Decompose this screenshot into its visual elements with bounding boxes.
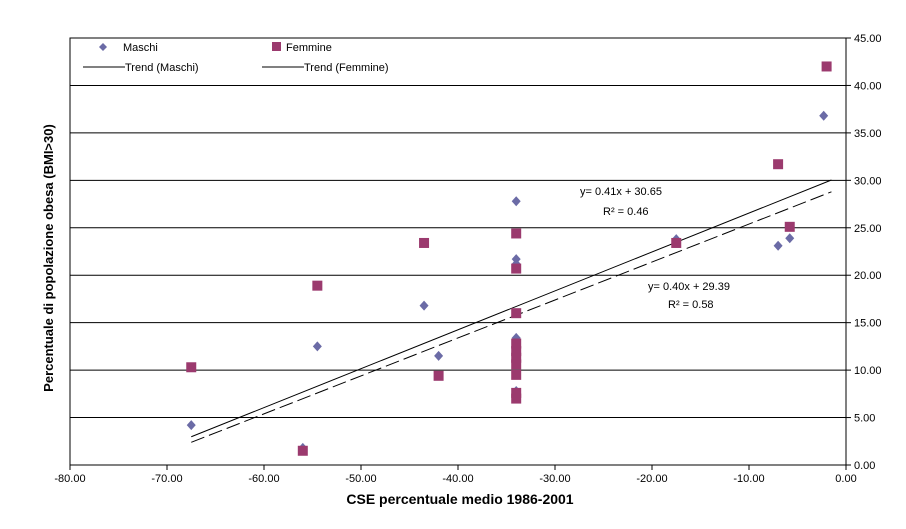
point-femmine bbox=[312, 280, 323, 291]
point-femmine bbox=[511, 359, 522, 370]
point-femmine bbox=[511, 393, 522, 404]
legend-trend-femmine-label: Trend (Femmine) bbox=[304, 62, 389, 74]
y-axis-title: Percentuale di popolazione obesa (BMI>30… bbox=[41, 124, 56, 392]
x-tick-label: -50.00 bbox=[345, 473, 376, 485]
point-femmine bbox=[671, 237, 682, 248]
y-tick-label: 15.00 bbox=[854, 318, 882, 330]
x-axis-ticks: -80.00 -70.00 -60.00 -50.00 -40.00 -30.00 -20.… bbox=[54, 465, 857, 485]
point-femmine bbox=[511, 387, 522, 398]
y-tick-label: 30.00 bbox=[854, 175, 882, 187]
y-axis-ticks: 0.00 5.00 10.00 15.00 20.00 25.00 30.00 35.00 40… bbox=[846, 33, 882, 472]
point-femmine bbox=[511, 228, 522, 239]
point-femmine bbox=[773, 159, 784, 170]
legend-femmine-marker bbox=[272, 42, 281, 51]
point-femmine bbox=[784, 221, 795, 232]
y-tick-label: 0.00 bbox=[854, 460, 875, 472]
data-points bbox=[186, 61, 832, 456]
point-femmine bbox=[511, 352, 522, 363]
y-tick-label: 45.00 bbox=[854, 33, 882, 45]
y-tick-label: 40.00 bbox=[854, 80, 882, 92]
point-femmine bbox=[511, 263, 522, 274]
point-femmine bbox=[297, 445, 308, 456]
point-maschi bbox=[312, 341, 322, 352]
point-femmine bbox=[511, 308, 522, 319]
trend-maschi-equation: y= 0.41x + 30.65 bbox=[580, 186, 662, 198]
point-maschi bbox=[819, 110, 829, 121]
point-maschi bbox=[186, 420, 196, 431]
point-femmine bbox=[821, 61, 832, 72]
point-femmine bbox=[433, 370, 444, 381]
y-tick-label: 5.00 bbox=[854, 413, 875, 425]
gridlines bbox=[70, 84, 846, 419]
point-femmine bbox=[511, 338, 522, 349]
y-tick-label: 25.00 bbox=[854, 223, 882, 235]
point-femmine bbox=[511, 346, 522, 357]
point-maschi bbox=[419, 300, 429, 311]
legend: Maschi Femmine Trend (Maschi) Trend (Fem… bbox=[83, 42, 389, 74]
point-femmine bbox=[186, 362, 197, 373]
y-tick-label: 20.00 bbox=[854, 270, 882, 282]
trend-maschi-r2: R² = 0.46 bbox=[603, 206, 649, 218]
point-maschi bbox=[511, 196, 521, 207]
x-tick-label: -60.00 bbox=[248, 473, 279, 485]
point-maschi bbox=[785, 233, 795, 244]
x-tick-label: -80.00 bbox=[54, 473, 85, 485]
plot-frame bbox=[69, 37, 847, 466]
y-tick-label: 35.00 bbox=[854, 128, 882, 140]
trend-femmine-r2: R² = 0.58 bbox=[668, 299, 714, 311]
x-axis-title: CSE percentuale medio 1986-2001 bbox=[346, 491, 573, 507]
x-tick-label: -70.00 bbox=[151, 473, 182, 485]
legend-femmine-label: Femmine bbox=[286, 42, 332, 54]
y-tick-label: 10.00 bbox=[854, 365, 882, 377]
point-femmine bbox=[511, 369, 522, 380]
legend-trend-maschi-label: Trend (Maschi) bbox=[125, 62, 199, 74]
trend-femmine-equation: y= 0.40x + 29.39 bbox=[648, 281, 730, 293]
x-tick-label: -20.00 bbox=[636, 473, 667, 485]
x-tick-label: 0.00 bbox=[835, 473, 856, 485]
x-tick-label: -30.00 bbox=[539, 473, 570, 485]
legend-maschi-marker bbox=[99, 43, 107, 51]
point-maschi bbox=[434, 350, 444, 361]
point-femmine bbox=[419, 237, 430, 248]
x-tick-label: -10.00 bbox=[733, 473, 764, 485]
point-maschi bbox=[773, 240, 783, 251]
legend-maschi-label: Maschi bbox=[123, 42, 158, 54]
x-tick-label: -40.00 bbox=[442, 473, 473, 485]
